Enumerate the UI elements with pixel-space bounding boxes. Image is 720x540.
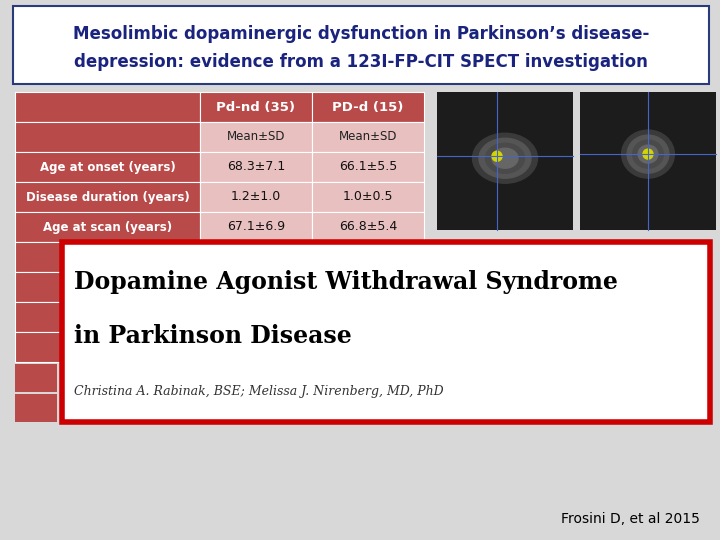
- Bar: [200, 332, 312, 362]
- Bar: [200, 272, 312, 302]
- Text: UPDRS II: UPDRS II: [78, 251, 137, 264]
- Text: 1.02±0.8: 1.02±0.8: [227, 341, 285, 354]
- Bar: [15, 92, 200, 122]
- Text: UPDRS III: UPDRS III: [76, 280, 139, 294]
- Text: 15.6±7.0: 15.6±7.0: [227, 280, 285, 294]
- Bar: [15, 152, 200, 182]
- Bar: [312, 152, 424, 182]
- Text: 1.2±1.0: 1.2±1.0: [231, 191, 281, 204]
- Bar: [15, 274, 57, 302]
- Ellipse shape: [492, 148, 518, 168]
- FancyBboxPatch shape: [62, 242, 710, 422]
- Circle shape: [492, 151, 502, 161]
- Bar: [437, 92, 573, 230]
- Text: 66.8±5.4: 66.8±5.4: [339, 220, 397, 233]
- Bar: [200, 212, 312, 242]
- Ellipse shape: [633, 140, 663, 168]
- Text: Mesolimbic dopaminergic dysfunction in Parkinson’s disease-: Mesolimbic dopaminergic dysfunction in P…: [73, 25, 649, 43]
- Ellipse shape: [627, 135, 669, 173]
- Bar: [15, 214, 57, 242]
- Bar: [15, 334, 57, 362]
- FancyBboxPatch shape: [13, 6, 709, 84]
- Bar: [200, 122, 312, 152]
- Ellipse shape: [472, 133, 538, 183]
- Bar: [312, 302, 424, 332]
- Text: 66.1±5.5: 66.1±5.5: [339, 160, 397, 173]
- Text: 68.3±7.1: 68.3±7.1: [227, 160, 285, 173]
- Circle shape: [643, 149, 653, 159]
- Text: Mean±SD: Mean±SD: [227, 131, 285, 144]
- Bar: [15, 272, 200, 302]
- Text: Age at onset (years): Age at onset (years): [40, 160, 176, 173]
- Bar: [312, 92, 424, 122]
- Bar: [580, 92, 716, 230]
- Text: MMSE: MMSE: [88, 310, 127, 323]
- Text: depression: evidence from a 123I-FP-CIT SPECT investigation: depression: evidence from a 123I-FP-CIT …: [74, 53, 648, 71]
- Bar: [312, 242, 424, 272]
- Ellipse shape: [621, 130, 675, 178]
- Bar: [15, 182, 200, 212]
- Bar: [312, 272, 424, 302]
- Ellipse shape: [479, 138, 531, 178]
- Text: Age at scan (years): Age at scan (years): [43, 220, 172, 233]
- Bar: [15, 394, 57, 422]
- Text: 15.7±5.3: 15.7±5.3: [339, 280, 397, 294]
- Text: 7.0±3.4: 7.0±3.4: [343, 251, 393, 264]
- Text: Frosini D, et al 2015: Frosini D, et al 2015: [561, 512, 700, 526]
- Ellipse shape: [638, 145, 658, 163]
- Text: 27.9±1.7: 27.9±1.7: [227, 310, 285, 323]
- Bar: [200, 242, 312, 272]
- Bar: [15, 122, 200, 152]
- Bar: [200, 152, 312, 182]
- Bar: [15, 242, 200, 272]
- Bar: [15, 302, 200, 332]
- Text: 5.8±3.6: 5.8±3.6: [231, 251, 282, 264]
- Bar: [312, 212, 424, 242]
- Text: Dopamine Agonist Withdrawal Syndrome: Dopamine Agonist Withdrawal Syndrome: [74, 270, 618, 294]
- Bar: [15, 332, 200, 362]
- Bar: [312, 122, 424, 152]
- Bar: [15, 212, 200, 242]
- Text: Pd-nd (35): Pd-nd (35): [217, 100, 295, 113]
- Bar: [200, 92, 312, 122]
- Bar: [15, 364, 57, 392]
- Text: Disease duration (years): Disease duration (years): [26, 191, 189, 204]
- Ellipse shape: [485, 143, 524, 173]
- Text: PD-d (15): PD-d (15): [333, 100, 404, 113]
- Bar: [15, 244, 57, 272]
- Bar: [200, 182, 312, 212]
- Bar: [312, 182, 424, 212]
- Text: Mean±SD: Mean±SD: [338, 131, 397, 144]
- Text: Christina A. Rabinak, BSE; Melissa J. Nirenberg, MD, PhD: Christina A. Rabinak, BSE; Melissa J. Ni…: [74, 385, 444, 398]
- Text: in Parkinson Disease: in Parkinson Disease: [74, 324, 352, 348]
- Text: 1.2±0.8: 1.2±0.8: [343, 341, 393, 354]
- Text: 27.5±1.3: 27.5±1.3: [339, 310, 397, 323]
- Text: 1.0±0.5: 1.0±0.5: [343, 191, 393, 204]
- Bar: [15, 304, 57, 332]
- Bar: [200, 302, 312, 332]
- Text: 67.1±6.9: 67.1±6.9: [227, 220, 285, 233]
- Bar: [312, 332, 424, 362]
